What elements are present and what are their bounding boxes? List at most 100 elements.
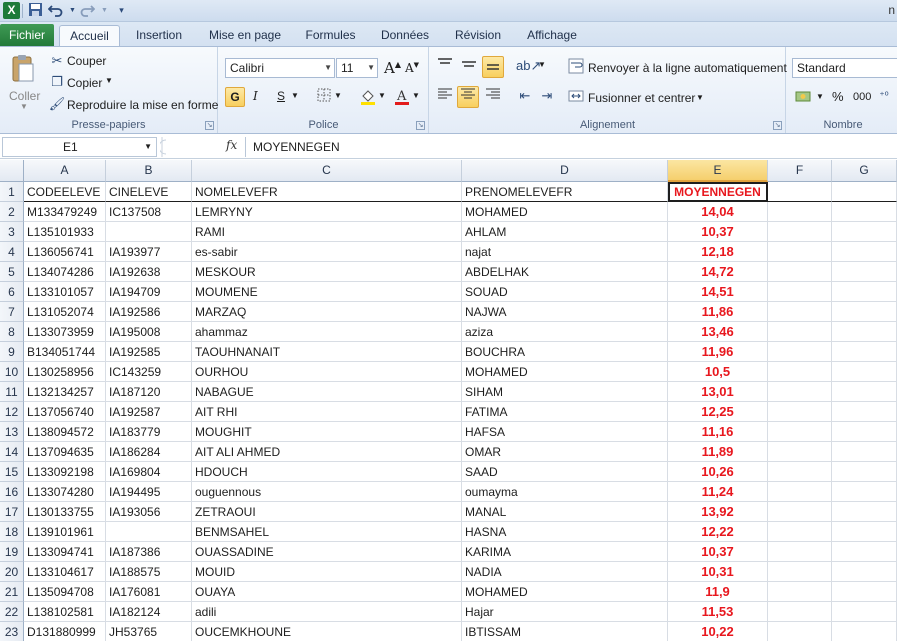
undo-icon[interactable] <box>47 2 64 19</box>
align-bottom-icon[interactable] <box>482 56 504 78</box>
row-header[interactable]: 20 <box>0 562 24 582</box>
cell-a15[interactable]: L133092198 <box>24 462 106 482</box>
cell-e23[interactable]: 10,22 <box>668 622 768 641</box>
column-header-g[interactable]: G <box>832 160 897 182</box>
cell-d2[interactable]: MOHAMED <box>462 202 668 222</box>
cell-g18[interactable] <box>832 522 897 542</box>
row-header[interactable]: 5 <box>0 262 24 282</box>
cell-c13[interactable]: MOUGHIT <box>192 422 462 442</box>
fill-color-dropdown-icon[interactable]: ▼ <box>378 91 386 100</box>
align-middle-icon[interactable] <box>460 57 478 75</box>
cell-g20[interactable] <box>832 562 897 582</box>
row-header[interactable]: 19 <box>0 542 24 562</box>
cell-c15[interactable]: HDOUCH <box>192 462 462 482</box>
cell-f10[interactable] <box>768 362 832 382</box>
cell-b21[interactable]: IA176081 <box>106 582 192 602</box>
cell-e17[interactable]: 13,92 <box>668 502 768 522</box>
cell-a3[interactable]: L135101933 <box>24 222 106 242</box>
cell-a14[interactable]: L137094635 <box>24 442 106 462</box>
cell-f18[interactable] <box>768 522 832 542</box>
decrease-indent-icon[interactable]: ⇤ <box>519 88 531 103</box>
cell-e3[interactable]: 10,37 <box>668 222 768 242</box>
cell-b14[interactable]: IA186284 <box>106 442 192 462</box>
cell-c1[interactable]: NOMELEVEFR <box>192 182 462 202</box>
clipboard-launcher-icon[interactable]: ↘ <box>205 121 214 130</box>
excel-logo-icon[interactable]: X <box>3 2 20 19</box>
cell-d19[interactable]: KARIMA <box>462 542 668 562</box>
cell-f15[interactable] <box>768 462 832 482</box>
cell-f1[interactable] <box>768 182 832 202</box>
cell-f19[interactable] <box>768 542 832 562</box>
font-name-select[interactable]: Calibri ▼ <box>225 58 335 78</box>
cell-c20[interactable]: MOUID <box>192 562 462 582</box>
row-header[interactable]: 4 <box>0 242 24 262</box>
cell-e6[interactable]: 14,51 <box>668 282 768 302</box>
cell-g13[interactable] <box>832 422 897 442</box>
cell-d15[interactable]: SAAD <box>462 462 668 482</box>
percent-button[interactable]: % <box>832 89 844 104</box>
shrink-font-icon[interactable]: A▼ <box>405 61 420 75</box>
cell-e21[interactable]: 11,9 <box>668 582 768 602</box>
cell-g16[interactable] <box>832 482 897 502</box>
cell-f20[interactable] <box>768 562 832 582</box>
cell-e8[interactable]: 13,46 <box>668 322 768 342</box>
cell-b5[interactable]: IA192638 <box>106 262 192 282</box>
cell-f7[interactable] <box>768 302 832 322</box>
row-header[interactable]: 23 <box>0 622 24 641</box>
cell-d7[interactable]: NAJWA <box>462 302 668 322</box>
cell-d12[interactable]: FATIMA <box>462 402 668 422</box>
cell-c11[interactable]: NABAGUE <box>192 382 462 402</box>
cell-c12[interactable]: AIT RHI <box>192 402 462 422</box>
fill-color-icon[interactable] <box>359 87 377 105</box>
cell-b8[interactable]: IA195008 <box>106 322 192 342</box>
cell-f8[interactable] <box>768 322 832 342</box>
cell-g23[interactable] <box>832 622 897 641</box>
font-color-dropdown-icon[interactable]: ▼ <box>412 91 420 100</box>
cell-e20[interactable]: 10,31 <box>668 562 768 582</box>
redo-icon[interactable] <box>79 2 96 19</box>
cell-f16[interactable] <box>768 482 832 502</box>
cell-a16[interactable]: L133074280 <box>24 482 106 502</box>
undo-dropdown-icon[interactable]: ▼ <box>69 7 76 14</box>
cell-d22[interactable]: Hajar <box>462 602 668 622</box>
cell-g12[interactable] <box>832 402 897 422</box>
cell-f23[interactable] <box>768 622 832 641</box>
cell-a1[interactable]: CODEELEVE <box>24 182 106 202</box>
cell-a9[interactable]: B134051744 <box>24 342 106 362</box>
cell-c2[interactable]: LEMRYNY <box>192 202 462 222</box>
cell-c4[interactable]: es-sabir <box>192 242 462 262</box>
select-all-corner[interactable] <box>0 160 24 182</box>
grow-font-icon[interactable]: A▲ <box>384 59 401 77</box>
orientation-dropdown-icon[interactable]: ▼ <box>538 60 546 69</box>
cell-g14[interactable] <box>832 442 897 462</box>
cut-button[interactable]: Couper <box>67 54 107 68</box>
cell-a18[interactable]: L139101961 <box>24 522 106 542</box>
row-header[interactable]: 22 <box>0 602 24 622</box>
cell-e18[interactable]: 12,22 <box>668 522 768 542</box>
cell-e16[interactable]: 11,24 <box>668 482 768 502</box>
increase-decimal-icon[interactable]: ⁺⁰ <box>879 91 889 102</box>
column-header-d[interactable]: D <box>462 160 668 182</box>
cell-e14[interactable]: 11,89 <box>668 442 768 462</box>
cell-f11[interactable] <box>768 382 832 402</box>
cell-f21[interactable] <box>768 582 832 602</box>
row-header[interactable]: 14 <box>0 442 24 462</box>
column-header-e[interactable]: E <box>668 160 768 182</box>
currency-dropdown-icon[interactable]: ▼ <box>816 92 824 101</box>
cell-a20[interactable]: L133104617 <box>24 562 106 582</box>
copy-icon[interactable]: ❐ <box>51 74 63 89</box>
row-header[interactable]: 7 <box>0 302 24 322</box>
cell-b2[interactable]: IC137508 <box>106 202 192 222</box>
cell-b13[interactable]: IA183779 <box>106 422 192 442</box>
cell-d14[interactable]: OMAR <box>462 442 668 462</box>
cell-f9[interactable] <box>768 342 832 362</box>
row-header[interactable]: 9 <box>0 342 24 362</box>
cell-a11[interactable]: L132134257 <box>24 382 106 402</box>
cell-g22[interactable] <box>832 602 897 622</box>
redo-dropdown-icon[interactable]: ▼ <box>101 7 108 14</box>
row-header[interactable]: 12 <box>0 402 24 422</box>
row-header[interactable]: 21 <box>0 582 24 602</box>
cell-e15[interactable]: 10,26 <box>668 462 768 482</box>
underline-dropdown-icon[interactable]: ▼ <box>291 91 299 100</box>
cell-d11[interactable]: SIHAM <box>462 382 668 402</box>
